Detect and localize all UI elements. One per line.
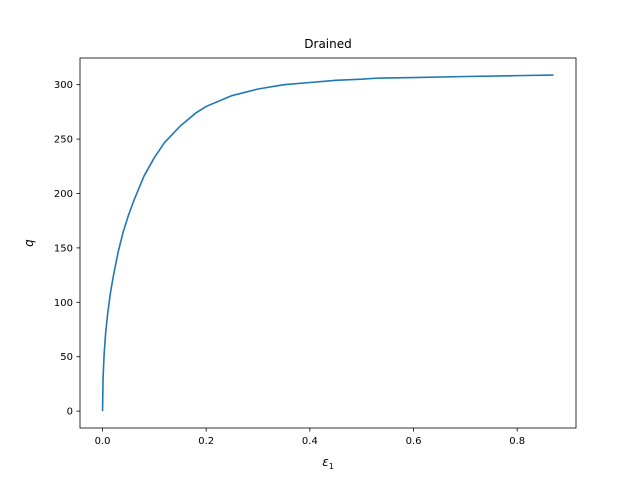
y-tick-label: 50: [60, 352, 73, 363]
x-axis-title-subscript: 1: [329, 462, 334, 471]
y-tick-label: 0: [67, 407, 73, 418]
series-line: [101, 74, 554, 412]
chart-title: Drained: [304, 37, 351, 51]
x-tick-label: 0.6: [406, 436, 422, 447]
axes-frame: [79, 57, 577, 429]
x-tick-label: 0.0: [95, 436, 111, 447]
x-axis-title: ε1: [322, 455, 334, 471]
y-tick-label: 250: [54, 135, 73, 146]
x-tick-label: 0.4: [302, 436, 318, 447]
y-tick-label: 300: [54, 80, 73, 91]
plot-area: [101, 74, 554, 412]
y-tick-label: 100: [54, 298, 73, 309]
y-tick-label: 150: [54, 243, 73, 254]
y-tick-label: 200: [54, 189, 73, 200]
y-axis: 0 50 100 150 200 250 300: [54, 80, 80, 418]
x-tick-label: 0.2: [198, 436, 214, 447]
y-axis-title: q: [22, 239, 36, 247]
x-axis: 0.0 0.2 0.4 0.6 0.8: [95, 428, 525, 447]
x-tick-label: 0.8: [509, 436, 525, 447]
x-axis-title-symbol: ε: [322, 455, 329, 469]
